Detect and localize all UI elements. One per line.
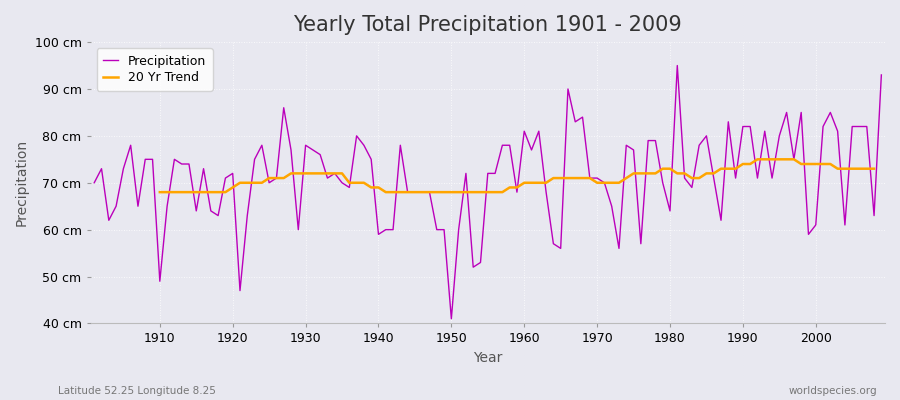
20 Yr Trend (322, 171, 333, 176)
20 Yr Trend (511, 185, 522, 190)
20 Yr Trend (374, 185, 384, 190)
Precipitation (518, 129, 529, 134)
X-axis label: Year: Year (473, 351, 502, 365)
Precipitation (614, 246, 625, 251)
20 Yr Trend (868, 166, 879, 171)
Precipitation (672, 63, 683, 68)
Precipitation (147, 157, 158, 162)
Legend: Precipitation, 20 Yr Trend: Precipitation, 20 Yr Trend (97, 48, 212, 91)
Line: Precipitation: Precipitation (94, 66, 881, 319)
Text: worldspecies.org: worldspecies.org (789, 386, 877, 396)
Y-axis label: Precipitation: Precipitation (15, 139, 29, 226)
Precipitation (308, 148, 319, 152)
Text: Latitude 52.25 Longitude 8.25: Latitude 52.25 Longitude 8.25 (58, 386, 216, 396)
Precipitation (526, 148, 537, 152)
20 Yr Trend (344, 180, 355, 185)
20 Yr Trend (155, 190, 166, 194)
20 Yr Trend (716, 166, 726, 171)
Line: 20 Yr Trend: 20 Yr Trend (160, 159, 874, 192)
Title: Yearly Total Precipitation 1901 - 2009: Yearly Total Precipitation 1901 - 2009 (293, 15, 682, 35)
20 Yr Trend (752, 157, 763, 162)
Precipitation (876, 72, 886, 77)
Precipitation (446, 316, 457, 321)
Precipitation (351, 134, 362, 138)
20 Yr Trend (534, 180, 544, 185)
Precipitation (89, 180, 100, 185)
